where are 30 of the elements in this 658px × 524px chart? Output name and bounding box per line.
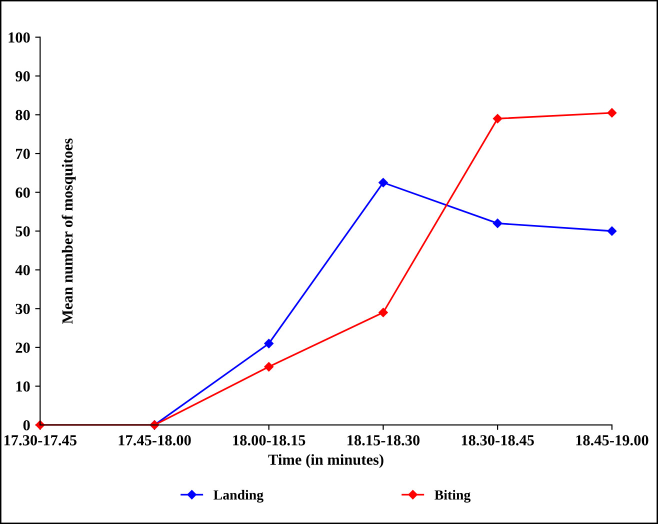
y-axis-title: Mean number of mosquitoes: [62, 138, 76, 324]
legend-label: Biting: [434, 490, 471, 503]
point: [264, 338, 274, 348]
y-tick-label: 60: [16, 187, 30, 198]
point: [36, 420, 45, 430]
point: [378, 308, 388, 318]
y-tick-label: 20: [16, 342, 30, 353]
point: [607, 108, 617, 118]
point: [492, 114, 502, 124]
y-tick-label: 50: [16, 226, 30, 237]
point: [264, 362, 274, 372]
y-tick-label: 80: [16, 110, 30, 120]
y-tick-label: 0: [23, 420, 30, 430]
y-tick-label: 30: [16, 304, 30, 314]
x-tick-label: 18.30-18.45: [462, 435, 534, 446]
y-tick-label: 100: [8, 32, 30, 43]
point: [378, 178, 388, 188]
x-tick-label: 18.45-19.00: [576, 435, 648, 446]
x-axis-title: Time (in minutes): [268, 454, 384, 468]
y-tick-label: 10: [16, 381, 30, 392]
legend-label: Landing: [214, 490, 264, 503]
x-tick-label: 18.00-18.15: [233, 435, 306, 446]
y-tick-label: 40: [15, 265, 30, 276]
x-tick-label: 17.30-17.45: [4, 435, 76, 446]
point: [607, 226, 617, 236]
y-tick-label: 90: [16, 71, 30, 82]
point: [492, 218, 502, 228]
x-tick-label: 18.15-18.30: [348, 435, 420, 446]
y-tick-label: 70: [16, 148, 30, 159]
x-tick-label: 17.45-18.00: [118, 435, 191, 446]
